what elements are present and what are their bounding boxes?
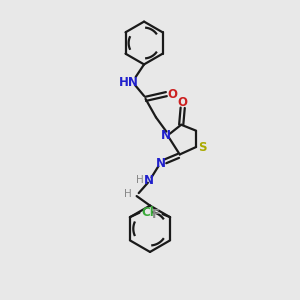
Text: O: O xyxy=(178,96,188,109)
Text: HN: HN xyxy=(119,76,139,89)
Text: N: N xyxy=(143,174,154,187)
Text: N: N xyxy=(161,129,171,142)
Text: F: F xyxy=(152,208,160,221)
Text: Cl: Cl xyxy=(141,206,154,219)
Text: H: H xyxy=(124,189,132,199)
Text: O: O xyxy=(167,88,177,100)
Text: S: S xyxy=(198,140,207,154)
Text: N: N xyxy=(155,158,165,170)
Text: H: H xyxy=(136,175,143,185)
